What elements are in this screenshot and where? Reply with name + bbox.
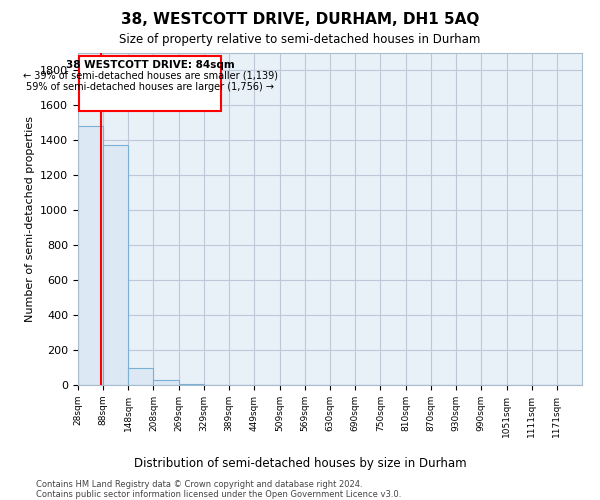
Text: ← 39% of semi-detached houses are smaller (1,139): ← 39% of semi-detached houses are smalle… <box>23 71 278 81</box>
Text: 38, WESTCOTT DRIVE, DURHAM, DH1 5AQ: 38, WESTCOTT DRIVE, DURHAM, DH1 5AQ <box>121 12 479 28</box>
Bar <box>103 146 128 385</box>
Text: 59% of semi-detached houses are larger (1,756) →: 59% of semi-detached houses are larger (… <box>26 82 274 92</box>
Y-axis label: Number of semi-detached properties: Number of semi-detached properties <box>25 116 35 322</box>
Text: Distribution of semi-detached houses by size in Durham: Distribution of semi-detached houses by … <box>134 458 466 470</box>
Bar <box>79 56 221 111</box>
Bar <box>78 126 103 385</box>
Text: Contains public sector information licensed under the Open Government Licence v3: Contains public sector information licen… <box>36 490 401 499</box>
Bar <box>154 380 179 385</box>
Bar <box>128 368 154 385</box>
Bar <box>179 384 204 385</box>
Text: Size of property relative to semi-detached houses in Durham: Size of property relative to semi-detach… <box>119 34 481 46</box>
Text: Contains HM Land Registry data © Crown copyright and database right 2024.: Contains HM Land Registry data © Crown c… <box>36 480 362 489</box>
Text: 38 WESTCOTT DRIVE: 84sqm: 38 WESTCOTT DRIVE: 84sqm <box>65 60 235 70</box>
